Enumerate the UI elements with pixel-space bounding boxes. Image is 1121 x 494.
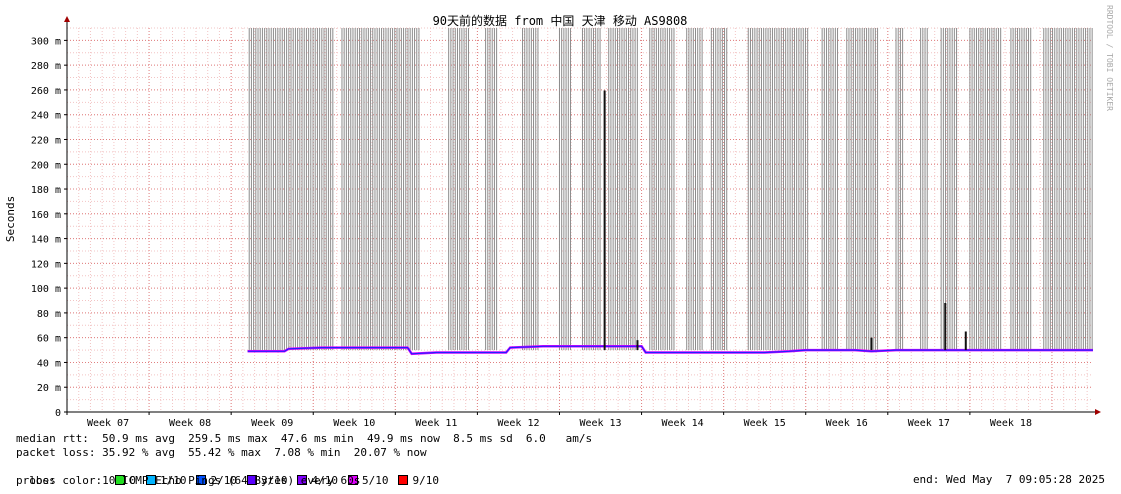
y-tick-label: 40 m — [37, 358, 61, 369]
x-tick-label: Week 13 — [579, 418, 621, 429]
loss-color-value: 3/10 — [260, 474, 288, 487]
loss-color-swatch — [347, 475, 358, 485]
x-tick-label: Week 14 — [662, 418, 704, 429]
loss-color-value: 0 — [129, 474, 136, 487]
x-tick-label: Week 12 — [497, 418, 539, 429]
loss-color-value: 1/10 — [159, 474, 187, 487]
x-tick-label: Week 09 — [251, 418, 293, 429]
loss-color-item: 3/10 — [246, 474, 288, 487]
loss-color-swatch — [297, 475, 308, 485]
rtt-series — [247, 90, 1093, 356]
x-tick-label: Week 16 — [826, 418, 868, 429]
x-axis-arrow — [1095, 409, 1101, 415]
y-tick-label: 240 m — [31, 111, 61, 122]
chart-axes — [64, 16, 1101, 415]
loss-color-legend: loss color: 0 1/10 2/10 3/10 4/10 5/10 9/10 — [16, 460, 449, 488]
loss-color-value: 5/10 — [361, 474, 389, 487]
y-axis-arrow — [64, 16, 70, 22]
y-tick-label: 280 m — [31, 61, 61, 72]
y-tick-label: 260 m — [31, 86, 61, 97]
loss-color-item: 0 — [115, 474, 136, 487]
loss-color-swatch — [115, 475, 126, 485]
packet-loss-bands — [248, 28, 1093, 351]
chart-title: 90天前的数据 from 中国 天津 移动 AS9808 — [433, 13, 688, 28]
y-tick-label: 180 m — [31, 185, 61, 196]
x-tick-label: Week 10 — [333, 418, 375, 429]
x-tick-label: Week 11 — [415, 418, 457, 429]
y-tick-label: 80 m — [37, 309, 61, 320]
loss-color-label: loss color: — [29, 474, 103, 487]
loss-color-value: 2/10 — [210, 474, 237, 487]
y-tick-label: 60 m — [37, 334, 61, 345]
loss-color-item: 4/10 — [297, 474, 338, 487]
y-tick-label: 120 m — [31, 259, 61, 270]
rrdtool-watermark: RRDTOOL / TOBI OETIKER — [1105, 5, 1114, 111]
loss-color-item: 1/10 — [145, 474, 187, 487]
y-tick-label: 220 m — [31, 135, 61, 146]
y-tick-labels: 0 20 m 40 m 60 m 80 m 100 m 120 m 140 m 160 m 180… — [31, 36, 61, 419]
y-tick-label: 0 — [55, 408, 61, 419]
loss-color-value: 9/10 — [412, 474, 439, 487]
x-tick-label: Week 18 — [990, 418, 1032, 429]
x-tick-label: Week 17 — [908, 418, 950, 429]
y-tick-label: 200 m — [31, 160, 61, 171]
x-tick-label: Week 15 — [744, 418, 786, 429]
y-tick-label: 140 m — [31, 235, 61, 246]
y-tick-label: 300 m — [31, 36, 61, 47]
loss-color-value: 4/10 — [311, 474, 338, 487]
end-time: end: Wed May 7 09:05:28 2025 — [912, 473, 1105, 486]
probe-info: probe: 10 ICMP Echo Pings (64 Bytes) eve… — [16, 474, 361, 487]
loss-color-item: 9/10 — [398, 474, 439, 487]
x-tick-label: Week 08 — [169, 418, 211, 429]
loss-color-item: 5/10 — [347, 474, 389, 487]
x-tick-label: Week 07 — [87, 418, 129, 429]
loss-color-item: 2/10 — [196, 474, 237, 487]
y-tick-label: 160 m — [31, 210, 61, 221]
median-rtt-stats: median rtt: 50.9 ms avg 259.5 ms max 47.… — [16, 432, 593, 445]
y-tick-label: 20 m — [37, 383, 61, 394]
smokeping-chart: 0 20 m 40 m 60 m 80 m 100 m 120 m 140 m 160 m 180… — [4, 5, 1114, 429]
median-rtt-line — [247, 345, 1093, 355]
loss-color-swatch — [246, 475, 257, 485]
x-tick-labels: Week 07 Week 08 Week 09 Week 10 Week 11 Week … — [87, 418, 1032, 429]
loss-color-swatch — [398, 475, 409, 485]
packet-loss-stats: packet loss: 35.92 % avg 55.42 % max 7.0… — [16, 446, 427, 459]
loss-color-swatch — [196, 475, 207, 485]
loss-color-swatch — [145, 475, 156, 485]
y-axis-label: Seconds — [4, 196, 17, 242]
y-tick-label: 100 m — [31, 284, 61, 295]
